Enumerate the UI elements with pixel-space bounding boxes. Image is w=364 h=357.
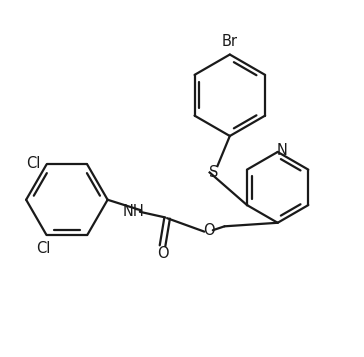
Text: Cl: Cl xyxy=(36,241,51,256)
Text: N: N xyxy=(277,143,288,158)
Text: Cl: Cl xyxy=(26,156,40,171)
Text: S: S xyxy=(209,165,218,180)
Text: O: O xyxy=(203,223,214,238)
Text: O: O xyxy=(157,246,168,261)
Text: NH: NH xyxy=(123,203,145,218)
Text: Br: Br xyxy=(222,34,238,49)
